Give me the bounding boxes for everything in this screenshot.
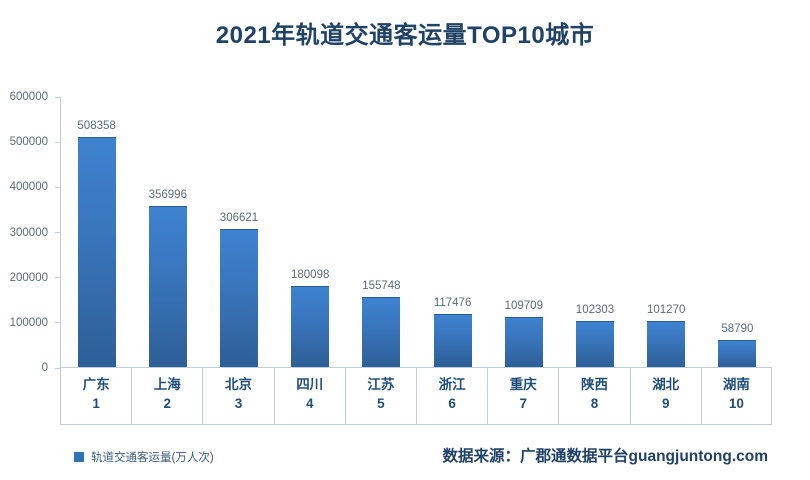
category-cell: 北京 3	[202, 368, 273, 424]
y-axis-tick-label: 200000	[9, 271, 48, 284]
y-axis-tick-mark	[55, 141, 60, 143]
bar-value-label: 117476	[433, 296, 472, 309]
y-axis-tick-mark	[55, 367, 60, 369]
y-axis-tick-label: 400000	[9, 181, 48, 194]
category-name: 北京	[224, 377, 252, 392]
bar-湖南	[718, 340, 757, 367]
category-name: 湖南	[722, 377, 750, 392]
legend-square-icon	[74, 452, 84, 462]
category-rank: 4	[305, 396, 314, 411]
category-cell: 广东 1	[60, 368, 131, 424]
bar-江苏	[362, 296, 401, 367]
y-axis-tick-label: 500000	[9, 136, 48, 149]
y-axis-tick-mark	[55, 277, 60, 279]
y-axis-tick-mark	[55, 232, 60, 233]
category-name: 广东	[82, 377, 110, 392]
category-rank: 6	[448, 396, 456, 411]
legend: 轨道交通客运量(万人次)	[74, 449, 214, 465]
plot-area: 508358 356996 306621 180098 155748 117476 1097…	[55, 96, 772, 369]
y-axis-tick-label: 100000	[9, 316, 48, 329]
category-rank: 7	[519, 396, 528, 411]
category-cell: 湖南 10	[700, 368, 772, 424]
y-axis-tick-mark	[55, 322, 60, 324]
bar-广东	[77, 137, 116, 367]
category-rank: 2	[163, 396, 172, 411]
bar-value-label: 508358	[77, 120, 116, 133]
category-name: 上海	[153, 377, 181, 392]
bar-value-label: 356996	[148, 188, 187, 201]
category-cell: 重庆 7	[487, 368, 558, 424]
category-rank: 3	[234, 396, 243, 411]
category-rank: 8	[590, 396, 599, 411]
category-name: 陕西	[580, 377, 608, 392]
category-cell: 湖北 9	[629, 368, 701, 424]
bar-浙江	[433, 313, 472, 367]
y-axis-tick-label: 300000	[9, 226, 48, 239]
category-cell: 陕西 8	[558, 368, 629, 424]
category-rank: 5	[377, 396, 385, 411]
bar-上海	[148, 205, 187, 367]
category-name: 江苏	[367, 377, 395, 392]
chart-title: 2021年轨道交通客运量TOP10城市	[215, 22, 595, 49]
category-cell: 四川 4	[273, 368, 345, 424]
category-cell: 上海 2	[131, 368, 202, 424]
category-name: 湖北	[652, 377, 680, 392]
category-rank: 9	[661, 396, 670, 411]
bar-北京	[220, 228, 258, 367]
bar-湖北	[647, 321, 686, 367]
y-axis-tick-mark	[55, 186, 60, 188]
bar-value-label: 102303	[575, 303, 615, 316]
legend-label: 轨道交通客运量(万人次)	[91, 452, 214, 464]
category-rank: 10	[728, 396, 744, 411]
y-axis-tick-label: 600000	[9, 91, 48, 103]
y-axis-tick-mark	[55, 96, 60, 98]
category-name: 四川	[296, 377, 324, 392]
bar-陕西	[576, 320, 614, 367]
bar-重庆	[504, 317, 543, 367]
category-name: 浙江	[438, 377, 466, 392]
bar-value-label: 306621	[219, 211, 259, 224]
y-axis-tick-label: 0	[41, 362, 48, 374]
category-name: 重庆	[509, 377, 537, 392]
bar-value-label: 180098	[291, 268, 330, 281]
bar-value-label: 155748	[362, 279, 401, 292]
bar-value-label: 101270	[647, 304, 686, 317]
x-axis-label-area: 广东 1 上海 2 北京 3 四川 4 江苏 5 浙江 6 重庆 7 陕西 8 湖北 9 湖南 10	[60, 368, 772, 425]
data-source-note: 数据来源：广郡通数据平台guangjuntong.com	[442, 448, 768, 465]
category-rank: 1	[92, 396, 100, 411]
bar-value-label: 109709	[504, 300, 543, 313]
category-cell: 江苏 5	[344, 368, 416, 424]
bar-value-label: 58790	[721, 323, 754, 336]
category-cell: 浙江 6	[415, 368, 487, 424]
bar-四川	[291, 285, 330, 367]
